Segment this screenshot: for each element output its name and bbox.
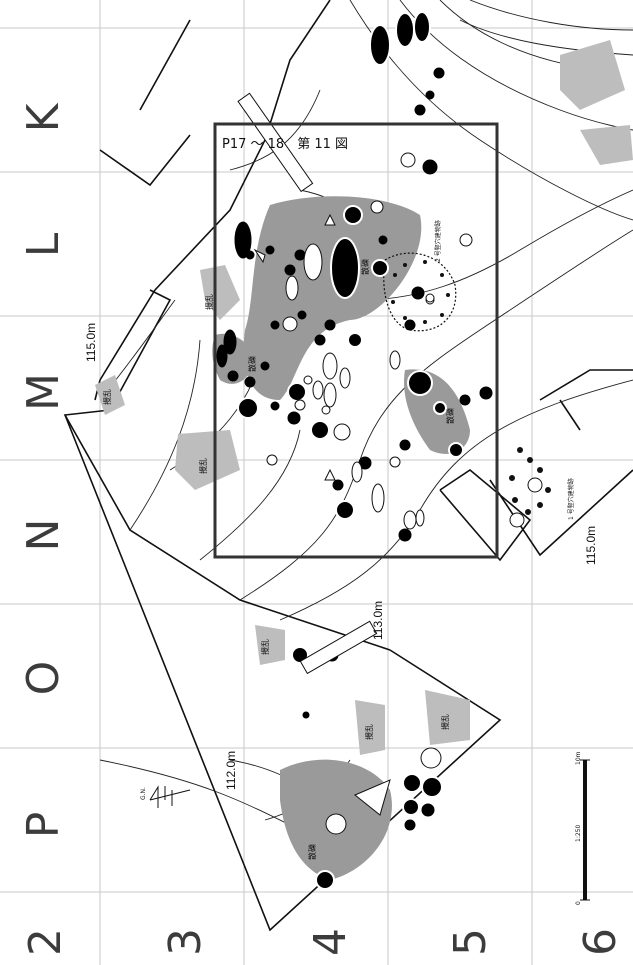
scale-ratio: 1:250 — [575, 825, 582, 842]
column-label-l: L — [18, 232, 69, 257]
elevation-bottom-right: 115.0m — [584, 526, 598, 565]
disturbed-labels: 攪乱 攪乱 攪乱 攪乱 攪乱 攪乱 — [102, 294, 450, 740]
row-labels: 2 3 4 5 6 — [20, 928, 626, 956]
survey-markers — [237, 92, 391, 816]
scatter-labels: 散礫 散礫 散礫 散礫 — [247, 259, 455, 860]
svg-text:攪乱: 攪乱 — [260, 639, 270, 655]
column-label-k: K — [18, 102, 69, 132]
disturbed-areas — [95, 40, 633, 755]
focus-frame — [213, 122, 499, 559]
svg-text:攪乱: 攪乱 — [440, 714, 450, 730]
column-labels: K L M N O P — [18, 102, 69, 838]
column-label-n: N — [18, 519, 69, 552]
svg-text:散礫: 散礫 — [445, 408, 455, 424]
elevation-top: 115.0m — [84, 323, 98, 362]
svg-text:散礫: 散礫 — [307, 844, 317, 860]
frame-title: P17 ～ 18 第 11 図 — [222, 137, 348, 152]
dwelling-2-label: 2 号竪穴建物跡 — [434, 220, 442, 262]
svg-text:散礫: 散礫 — [360, 259, 370, 275]
column-label-p: P — [18, 812, 69, 839]
elevation-left: 112.0m — [224, 751, 238, 790]
open-pits — [266, 152, 525, 835]
column-label-o: O — [18, 661, 69, 696]
scale-bar: 1:250 0 10m — [575, 751, 590, 905]
svg-text:攪乱: 攪乱 — [204, 294, 214, 310]
row-label-6: 6 — [575, 928, 626, 956]
north-label: G.N. — [140, 787, 147, 800]
elevation-middle: 113.0m — [371, 601, 385, 640]
svg-text:攪乱: 攪乱 — [198, 458, 208, 474]
svg-text:散礫: 散礫 — [247, 356, 257, 372]
dwelling-1 — [509, 447, 551, 515]
column-label-m: M — [18, 373, 69, 411]
row-label-3: 3 — [160, 928, 211, 956]
row-label-4: 4 — [305, 928, 356, 956]
svg-text:攪乱: 攪乱 — [364, 724, 374, 740]
scale-end: 10m — [575, 751, 582, 765]
dwelling-1-label: 1 号竪穴建物跡 — [567, 478, 575, 520]
row-label-5: 5 — [445, 928, 496, 956]
svg-text:攪乱: 攪乱 — [102, 389, 112, 405]
north-arrow: G.N. — [140, 785, 191, 808]
scale-start: 0 — [575, 901, 582, 905]
row-label-2: 2 — [20, 928, 71, 956]
black-pits — [216, 11, 493, 890]
